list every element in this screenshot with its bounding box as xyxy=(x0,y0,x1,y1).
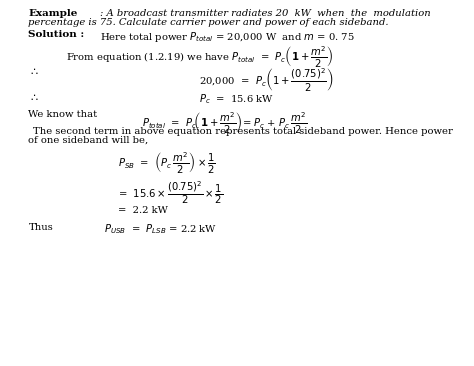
Text: percentage is 75. Calculate carrier power and power of each sideband.: percentage is 75. Calculate carrier powe… xyxy=(28,18,389,27)
Text: From equation (1.2.19) we have $P_{total}$  =  $P_c\left(\mathbf{1}+\dfrac{m^2}{: From equation (1.2.19) we have $P_{total… xyxy=(66,44,334,69)
Text: of one sideband will be,: of one sideband will be, xyxy=(28,136,149,145)
Text: 20,000  =  $P_c\left(1+\dfrac{(0.75)^2}{2}\right)$: 20,000 = $P_c\left(1+\dfrac{(0.75)^2}{2}… xyxy=(199,66,334,93)
Text: =  $15.6\times\dfrac{(0.75)^2}{2}\times\dfrac{1}{2}$: = $15.6\times\dfrac{(0.75)^2}{2}\times\d… xyxy=(118,179,224,206)
Text: : A broadcast transmitter radiates 20  kW  when  the  modulation: : A broadcast transmitter radiates 20 kW… xyxy=(100,9,430,18)
Text: $P_c$  =  15.6 kW: $P_c$ = 15.6 kW xyxy=(199,92,274,106)
Text: $P_{SB}$  =  $\left(P_c\,\dfrac{m^2}{2}\right)\times\dfrac{1}{2}$: $P_{SB}$ = $\left(P_c\,\dfrac{m^2}{2}\ri… xyxy=(118,150,217,175)
Text: Here total power $P_{total}$ = 20,000 W  and $m$ = 0. 75: Here total power $P_{total}$ = 20,000 W … xyxy=(100,30,354,44)
Text: The second term in above equation represents total sideband power. Hence power: The second term in above equation repres… xyxy=(33,127,453,137)
Text: Example: Example xyxy=(28,9,78,18)
Text: $P_{total}$  =  $P_c\!\left(\mathbf{1}+\dfrac{m^2}{2}\right)$= $P_c$ + $P_c\,\df: $P_{total}$ = $P_c\!\left(\mathbf{1}+\df… xyxy=(142,110,308,135)
Text: $\therefore$: $\therefore$ xyxy=(28,92,39,102)
Text: $\therefore$: $\therefore$ xyxy=(28,66,39,76)
Text: We know that: We know that xyxy=(28,110,98,119)
Text: =  2.2 kW: = 2.2 kW xyxy=(118,206,168,215)
Text: Thus: Thus xyxy=(28,223,53,232)
Text: $P_{USB}$  =  $P_{LSB}$ = 2.2 kW: $P_{USB}$ = $P_{LSB}$ = 2.2 kW xyxy=(104,223,218,236)
Text: Solution :: Solution : xyxy=(28,30,85,39)
